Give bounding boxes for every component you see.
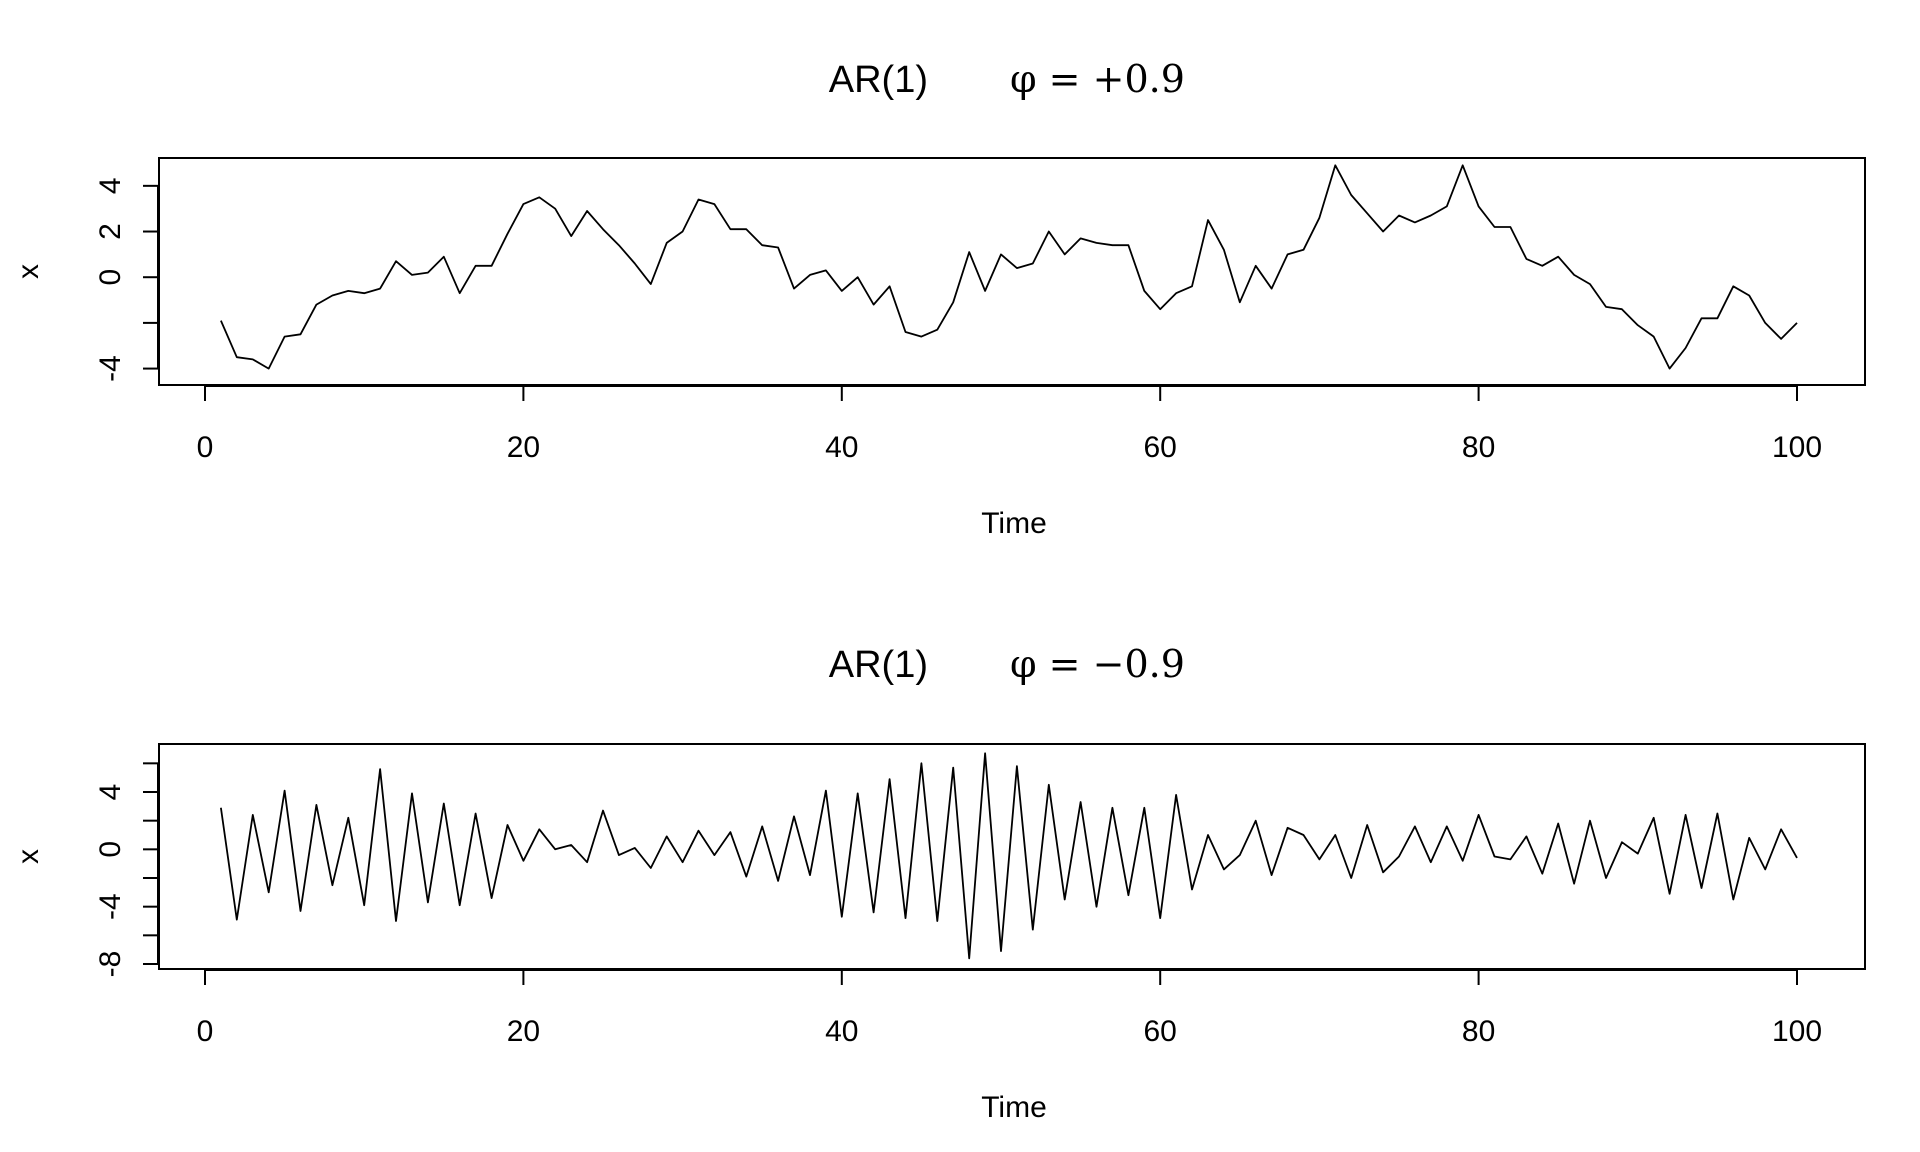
x-tick-label: 80 (1462, 1015, 1495, 1048)
chart-title-phi: φ = −0.9 (1010, 642, 1185, 686)
y-tick-label: 2 (94, 223, 127, 240)
y-tick-label: -4 (94, 355, 127, 382)
y-tick-label: 0 (94, 841, 127, 858)
x-tick-label: 60 (1144, 431, 1177, 464)
x-axis-label: Time (981, 1091, 1047, 1124)
x-tick-label: 100 (1772, 1015, 1822, 1048)
y-tick-label: -8 (94, 951, 127, 978)
chart-title-main: AR(1) (829, 59, 928, 101)
chart-title-main: AR(1) (829, 644, 928, 686)
y-axis-label: x (12, 849, 45, 864)
x-axis: 0 20 40 60 80 100 (197, 969, 1822, 1048)
x-axis: 0 20 40 60 80 100 (197, 385, 1822, 464)
x-tick-label: 80 (1462, 431, 1495, 464)
y-tick-label: 4 (94, 784, 127, 801)
plot-frame (158, 157, 1866, 386)
y-tick-label: 0 (94, 269, 127, 286)
y-axis: -8 -4 0 4 (94, 762, 159, 978)
y-axis-label: x (12, 264, 45, 279)
x-tick-label: 60 (1144, 1015, 1177, 1048)
chart-title-phi: φ = +0.9 (1010, 57, 1185, 101)
y-tick-label: 4 (94, 177, 127, 194)
x-tick-label: 100 (1772, 431, 1822, 464)
x-tick-label: 0 (197, 431, 214, 464)
series-line (220, 752, 1798, 960)
x-tick-label: 20 (507, 1015, 540, 1048)
plot-frame (158, 743, 1866, 970)
panel-ar1-negative: AR(1) φ = −0.9 0 20 40 60 80 100 -8-404 Time … (12, 642, 1866, 1124)
x-tick-label: 0 (197, 1015, 214, 1048)
x-axis-label: Time (981, 507, 1047, 540)
y-tick-label: -4 (94, 893, 127, 920)
x-tick-label: 40 (825, 1015, 858, 1048)
series-line (220, 164, 1798, 370)
panel-ar1-positive: AR(1) φ = +0.9 0 20 40 60 80 100 -4 0 2 4 Time x (12, 57, 1866, 540)
x-tick-label: 20 (507, 431, 540, 464)
y-axis: -4 0 2 4 (94, 177, 159, 382)
x-tick-label: 40 (825, 431, 858, 464)
